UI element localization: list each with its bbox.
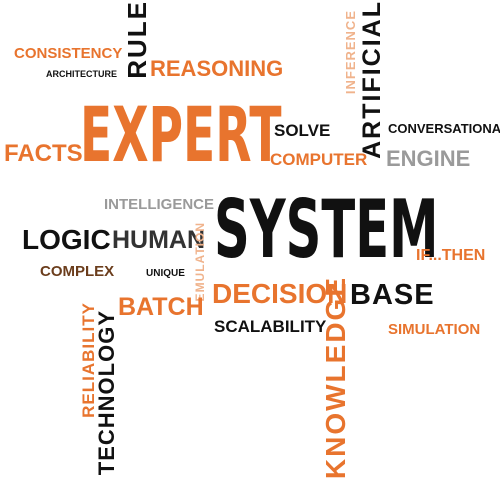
word-rule: RULE [122, 0, 152, 79]
word-human: HUMAN [112, 226, 206, 254]
word-conversational: CONVERSATIONAL [388, 121, 500, 136]
word-emulation: EMULATION [193, 222, 207, 302]
word-computer: COMPUTER [270, 150, 368, 169]
word-engine: ENGINE [386, 146, 471, 171]
word-facts: FACTS [4, 140, 83, 167]
word-artificial: ARTIFICIAL [358, 0, 386, 159]
word-inference: INFERENCE [343, 10, 358, 95]
word-decision: DECISION [212, 278, 348, 309]
word-knowledge: KNOWLEDGE [320, 276, 351, 480]
word-reasoning: REASONING [150, 56, 284, 81]
word-complex: COMPLEX [40, 263, 115, 280]
word-if-then: IF...THEN [416, 247, 486, 264]
word-logic: LOGIC [22, 224, 111, 255]
word-base: BASE [350, 279, 435, 311]
word-solve: SOLVE [274, 121, 331, 140]
word-scalability: SCALABILITY [214, 317, 327, 336]
word-technology: TECHNOLOGY [94, 310, 119, 476]
word-consistency: CONSISTENCY [14, 45, 123, 62]
word-system: SYSTEM [214, 183, 439, 276]
word-intelligence: INTELLIGENCE [104, 196, 215, 213]
word-simulation: SIMULATION [388, 321, 481, 338]
word-architecture: ARCHITECTURE [46, 69, 117, 79]
word-expert: EXPERT [80, 90, 282, 179]
word-batch: BATCH [118, 293, 204, 321]
word-unique: UNIQUE [146, 268, 185, 279]
